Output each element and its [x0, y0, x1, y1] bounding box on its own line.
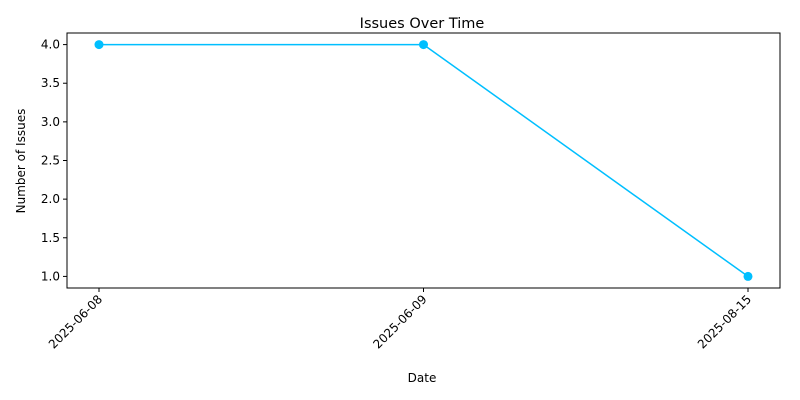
y-tick-label: 2.0: [41, 192, 60, 206]
data-point: [419, 40, 428, 50]
data-point: [743, 271, 753, 281]
x-tick-label: 2025-08-15: [695, 292, 754, 351]
y-axis: 1.0 1.5 2.0 2.5 3.0 3.5 4.0: [41, 38, 67, 283]
y-tick-label: 1.0: [41, 269, 60, 283]
chart-title: Issues Over Time: [360, 16, 485, 32]
x-axis: 2025-06-08 2025-06-09 2025-08-15: [46, 288, 754, 351]
x-tick-label: 2025-06-09: [370, 292, 429, 351]
x-tick-label: 2025-06-08: [46, 292, 105, 351]
y-tick-label: 3.0: [41, 115, 60, 129]
x-axis-label: Date: [408, 371, 437, 385]
y-tick-label: 2.5: [41, 154, 60, 168]
y-tick-label: 3.5: [41, 76, 60, 90]
plot-area: [66, 32, 781, 289]
series-layer: [94, 40, 753, 281]
y-tick-label: 1.5: [41, 231, 60, 245]
y-axis-label: Number of Issues: [14, 109, 28, 214]
y-tick-label: 4.0: [41, 38, 60, 52]
data-point: [94, 40, 104, 50]
